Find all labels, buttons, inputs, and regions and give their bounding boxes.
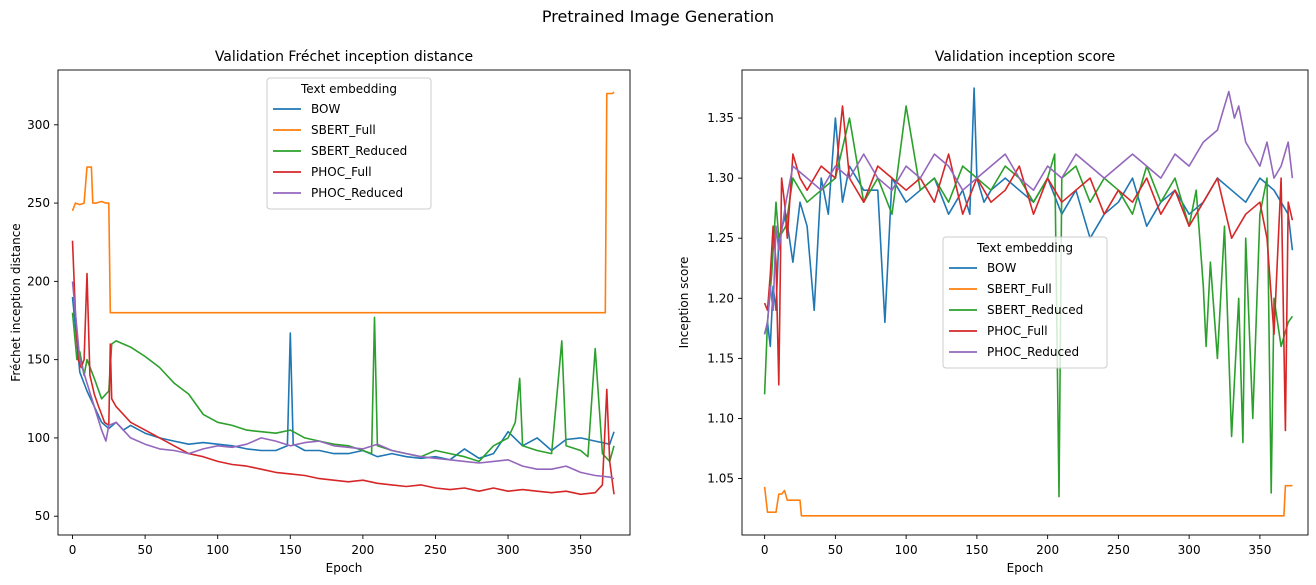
chart-title: Validation Fréchet inception distance — [215, 49, 473, 65]
legend-label: SBERT_Reduced — [987, 303, 1083, 317]
x-tick-label: 0 — [761, 543, 769, 557]
x-axis-label: Epoch — [326, 561, 363, 575]
x-tick-label: 250 — [424, 543, 447, 557]
legend-title: Text embedding — [976, 241, 1073, 255]
y-tick-label: 250 — [27, 196, 50, 210]
legend-label: PHOC_Reduced — [987, 345, 1079, 359]
series-line-bow — [763, 87, 1294, 348]
x-tick-label: 50 — [828, 543, 843, 557]
y-tick-label: 1.30 — [707, 171, 734, 185]
plot-frame — [57, 69, 631, 536]
x-tick-label: 250 — [1107, 543, 1130, 557]
x-axis-label: Epoch — [1007, 561, 1044, 575]
x-tick-label: 100 — [206, 543, 229, 557]
x-tick-label: 100 — [895, 543, 918, 557]
y-tick-label: 100 — [27, 431, 50, 445]
x-tick-label: 350 — [569, 543, 592, 557]
y-tick-label: 200 — [27, 274, 50, 288]
y-tick-label: 1.20 — [707, 291, 734, 305]
series-line-bow — [71, 296, 615, 461]
legend-title: Text embedding — [300, 82, 397, 96]
x-tick-label: 50 — [137, 543, 152, 557]
legend-label: PHOC_Full — [311, 165, 372, 179]
x-tick-label: 300 — [1178, 543, 1201, 557]
legend-label: SBERT_Full — [311, 123, 376, 137]
y-tick-label: 50 — [35, 509, 50, 523]
legend-label: PHOC_Reduced — [311, 186, 403, 200]
chart-2: 0 50 100 150 200 250 300 350 1.05 1.10 1.15 1.20 1.2… — [677, 49, 1309, 575]
x-tick-label: 0 — [69, 543, 77, 557]
y-tick-label: 300 — [27, 118, 50, 132]
y-axis-label: Inception score — [677, 257, 691, 349]
legend-label: SBERT_Reduced — [311, 144, 407, 158]
legend-label: BOW — [311, 102, 340, 116]
figure-suptitle: Pretrained Image Generation — [541, 7, 775, 26]
series-line-sbert-reduced — [71, 312, 615, 463]
legend-box — [942, 236, 1108, 369]
y-tick-label: 1.10 — [707, 411, 734, 425]
x-tick-label: 150 — [279, 543, 302, 557]
y-tick-label: 1.25 — [707, 231, 734, 245]
x-tick-label: 200 — [351, 543, 374, 557]
series-line-phoc-full — [763, 105, 1294, 432]
legend-label: BOW — [987, 261, 1016, 275]
x-tick-label: 200 — [1036, 543, 1059, 557]
x-tick-label: 350 — [1248, 543, 1271, 557]
series-line-phoc-reduced — [71, 281, 615, 480]
legend-box — [266, 77, 432, 210]
y-tick-label: 1.05 — [707, 472, 734, 486]
legend: Text embedding BOW SBERT_Full SBERT_Reduced… — [942, 236, 1108, 369]
chart-title: Validation inception score — [935, 49, 1115, 65]
y-axis-label: Fréchet inception distance — [9, 223, 23, 381]
series-line-sbert-full — [763, 484, 1293, 517]
x-tick-label: 150 — [965, 543, 988, 557]
legend-label: SBERT_Full — [987, 282, 1052, 296]
series-line-phoc-full — [71, 240, 615, 496]
legend: Text embedding BOW SBERT_Full SBERT_Reduced… — [266, 77, 432, 210]
series-line-phoc-reduced — [763, 90, 1294, 335]
y-tick-label: 1.15 — [707, 351, 734, 365]
x-tick-label: 300 — [497, 543, 520, 557]
chart-1: 0 50 100 150 200 250 300 350 50 100 150 200 250 300 Va… — [9, 49, 631, 575]
series-line-sbert-full — [71, 91, 615, 314]
plot-frame — [741, 69, 1309, 536]
y-tick-label: 150 — [27, 353, 50, 367]
legend-label: PHOC_Full — [987, 324, 1048, 338]
y-tick-label: 1.35 — [707, 111, 734, 125]
